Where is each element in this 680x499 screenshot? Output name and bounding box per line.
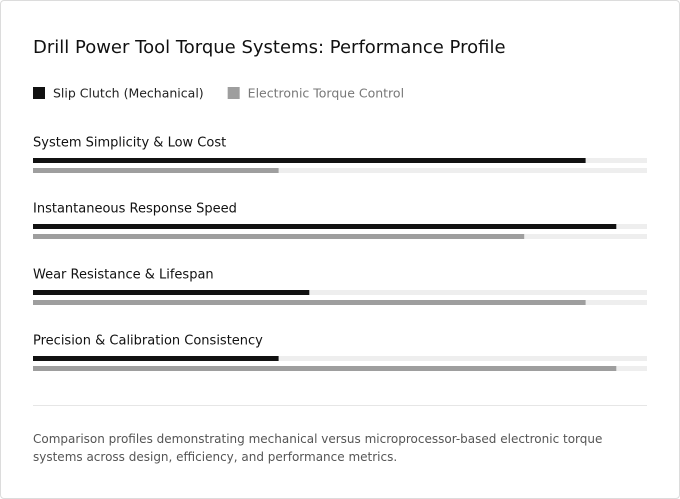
- footnote: Comparison profiles demonstrating mechan…: [33, 432, 603, 464]
- bar: [33, 366, 617, 371]
- legend-swatch: [227, 87, 240, 99]
- bar-track: [33, 290, 647, 295]
- category-label: System Simplicity & Low Cost: [33, 136, 226, 151]
- legend-swatch: [33, 87, 45, 99]
- chart-title: Drill Power Tool Torque Systems: Perform…: [33, 37, 506, 58]
- legend-label: Electronic Torque Control: [248, 86, 404, 101]
- category-label: Precision & Calibration Consistency: [33, 334, 263, 349]
- bar-track: [33, 356, 647, 361]
- category-label: Wear Resistance & Lifespan: [33, 268, 214, 283]
- bar: [33, 168, 279, 173]
- bar: [33, 234, 525, 239]
- bar: [33, 356, 279, 361]
- bar: [33, 158, 586, 163]
- legend-label: Slip Clutch (Mechanical): [53, 86, 204, 101]
- bar: [33, 224, 617, 229]
- category-label: Instantaneous Response Speed: [33, 202, 237, 217]
- bar: [33, 300, 586, 305]
- bar-track: [33, 168, 647, 173]
- bar: [33, 290, 310, 295]
